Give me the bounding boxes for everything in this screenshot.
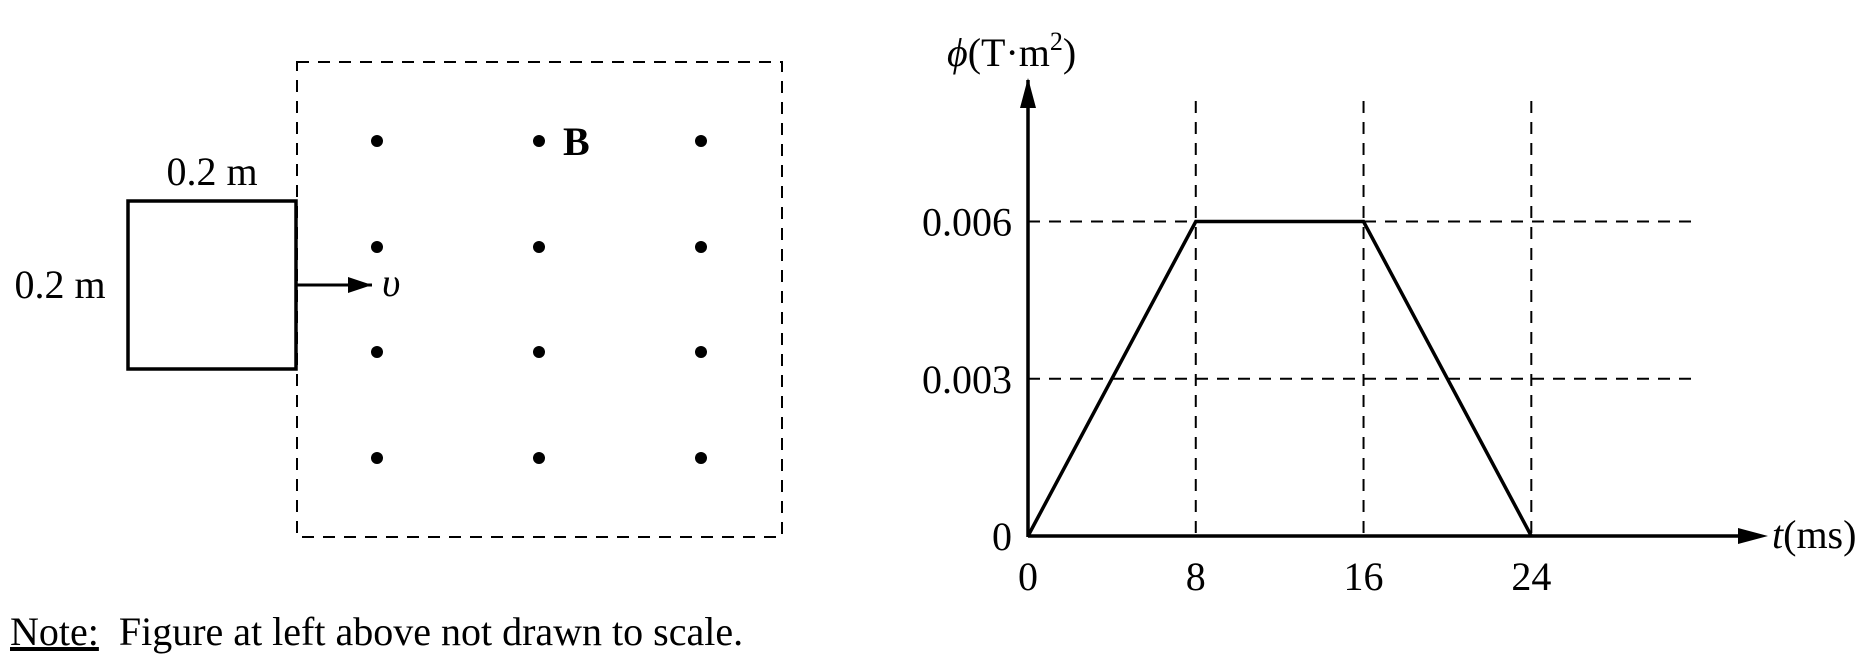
loop-top-label: 0.2 m bbox=[166, 149, 257, 194]
field-dot bbox=[371, 452, 383, 464]
field-dot bbox=[371, 135, 383, 147]
y-axis-arrowhead bbox=[1020, 78, 1036, 108]
y-axis-unit-close: ) bbox=[1063, 30, 1076, 75]
x-tick-label: 8 bbox=[1186, 554, 1206, 599]
x-tick-label: 0 bbox=[1018, 554, 1038, 599]
field-dot bbox=[695, 135, 707, 147]
dashed-grid bbox=[1028, 101, 1692, 536]
x-tick-label: 16 bbox=[1344, 554, 1384, 599]
y-axis-symbol: ϕ bbox=[947, 30, 968, 75]
square-loop bbox=[126, 199, 298, 371]
note-text: Figure at left above not drawn to scale. bbox=[98, 609, 744, 654]
x-axis-unit: (ms) bbox=[1783, 512, 1856, 557]
y-axis-unit: (T·m bbox=[968, 30, 1050, 75]
x-axis-symbol: t bbox=[1772, 512, 1784, 557]
y-axis-label: ϕ(T·m2) bbox=[947, 27, 1076, 75]
velocity-label: υ bbox=[382, 260, 400, 305]
loop-side-label: 0.2 m bbox=[14, 262, 105, 307]
x-tick-labels: 0 8 16 24 bbox=[1018, 554, 1551, 599]
field-dot bbox=[371, 346, 383, 358]
field-dot bbox=[695, 241, 707, 253]
field-region-boundary bbox=[296, 61, 783, 538]
velocity-arrow-head bbox=[348, 277, 372, 293]
note-caption: Note: Figure at left above not drawn to … bbox=[10, 608, 743, 655]
field-dot bbox=[695, 346, 707, 358]
field-dot bbox=[533, 452, 545, 464]
x-axis-arrowhead bbox=[1738, 528, 1768, 544]
flux-time-graph: 0 8 16 24 0 0.003 0.006 ϕ(T·m2) t(ms) bbox=[922, 27, 1856, 599]
field-dot bbox=[695, 452, 707, 464]
y-tick-label: 0 bbox=[992, 514, 1012, 559]
field-dot bbox=[533, 241, 545, 253]
y-axis-unit-exponent: 2 bbox=[1050, 27, 1063, 56]
field-label: B bbox=[563, 119, 590, 164]
x-axis-label: t(ms) bbox=[1772, 512, 1856, 557]
y-tick-label: 0.006 bbox=[922, 200, 1012, 245]
field-dot bbox=[533, 135, 545, 147]
flux-series-line bbox=[1026, 219, 1533, 537]
y-tick-labels: 0 0.003 0.006 bbox=[922, 200, 1012, 559]
y-tick-label: 0.003 bbox=[922, 357, 1012, 402]
field-dot bbox=[533, 346, 545, 358]
x-tick-label: 24 bbox=[1511, 554, 1551, 599]
note-label: Note: bbox=[10, 609, 99, 654]
magnetic-field-dots bbox=[371, 135, 707, 464]
field-dot bbox=[371, 241, 383, 253]
left-figure: 0.2 m 0.2 m υ B bbox=[14, 61, 783, 538]
